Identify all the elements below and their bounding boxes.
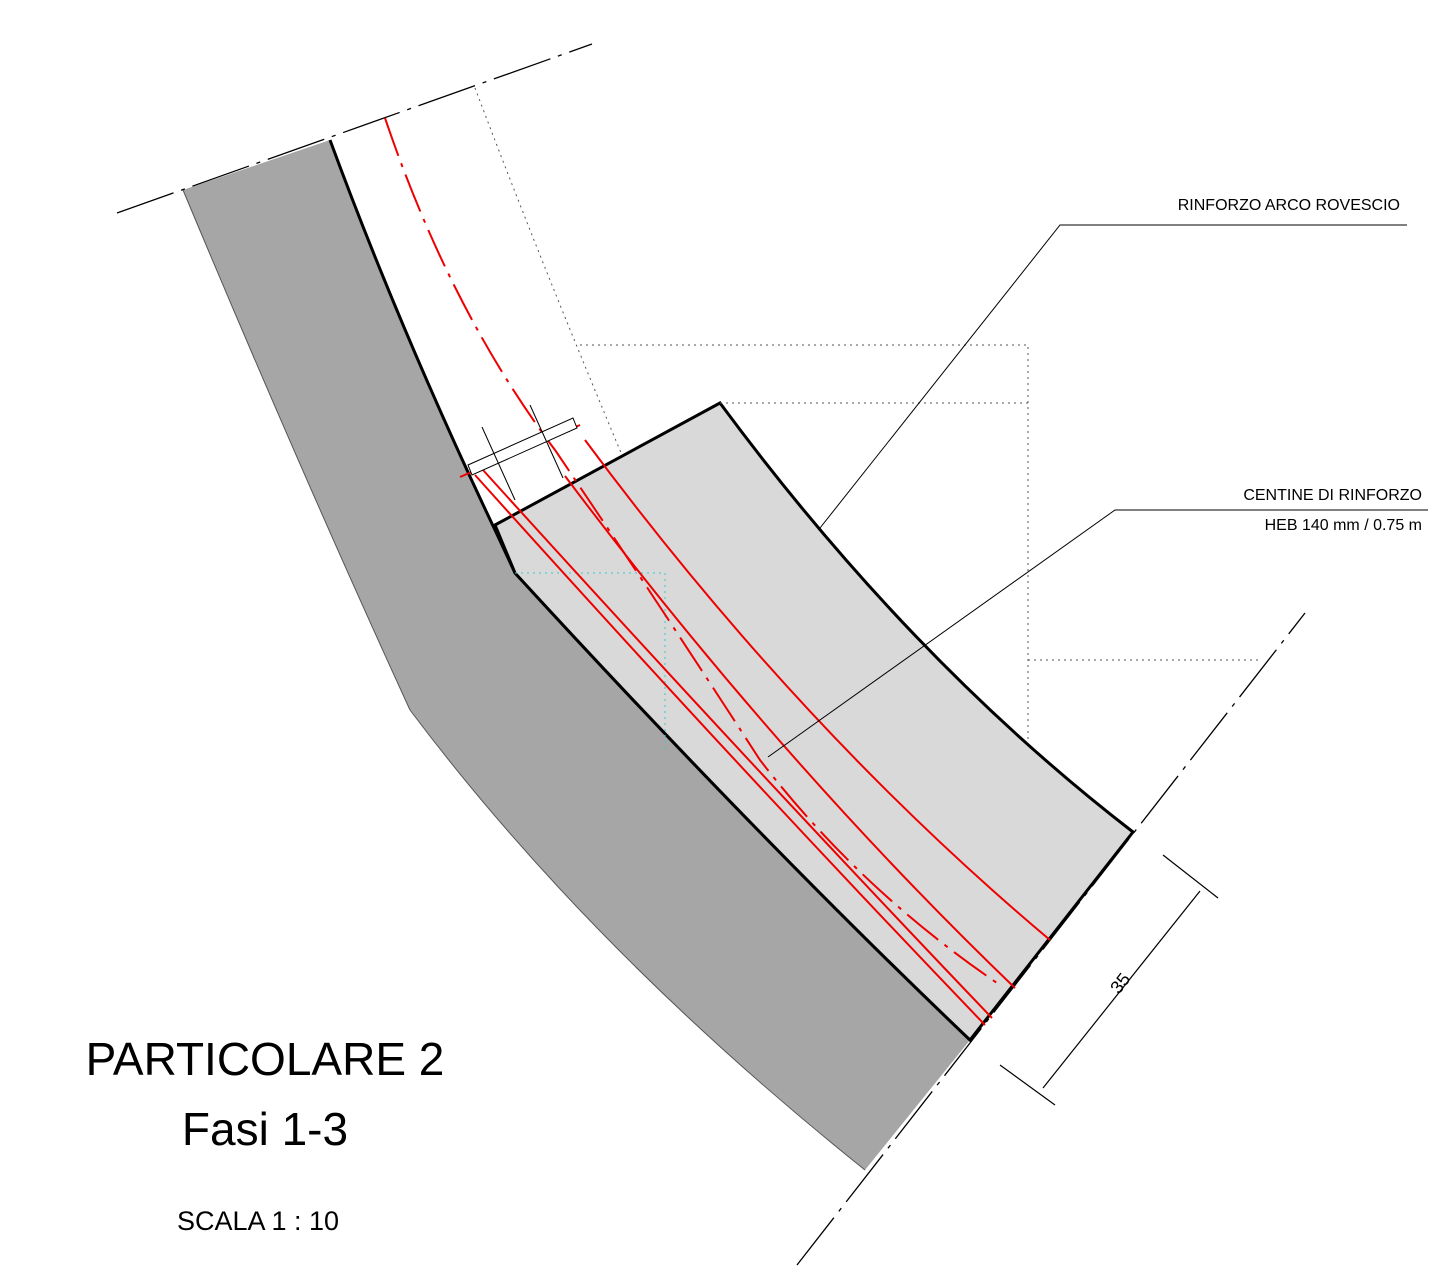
- callout-detail: HEB 140 mm / 0.75 m: [1265, 517, 1422, 534]
- existing-lining: [183, 140, 970, 1170]
- dimension: [999, 854, 1219, 1106]
- cut-line: [116, 43, 593, 214]
- callout-label: CENTINE DI RINFORZO: [1243, 487, 1422, 504]
- bolts: [481, 404, 564, 501]
- dimension-label: 35: [1106, 969, 1134, 997]
- title: PARTICOLARE 2: [86, 1033, 445, 1085]
- reinforcement: [493, 401, 1136, 1043]
- construction-lines: [474, 87, 1262, 740]
- construction-lines-cyan: [515, 572, 666, 750]
- callout-label: RINFORZO ARCO ROVESCIO: [1178, 197, 1400, 214]
- scale: SCALA 1 : 10: [177, 1206, 339, 1236]
- cut-line: [796, 612, 1306, 1266]
- plate: [467, 417, 578, 476]
- leaders: [767, 224, 1428, 758]
- lining-edge-outer: [182, 189, 866, 1171]
- subtitle: Fasi 1-3: [182, 1103, 348, 1155]
